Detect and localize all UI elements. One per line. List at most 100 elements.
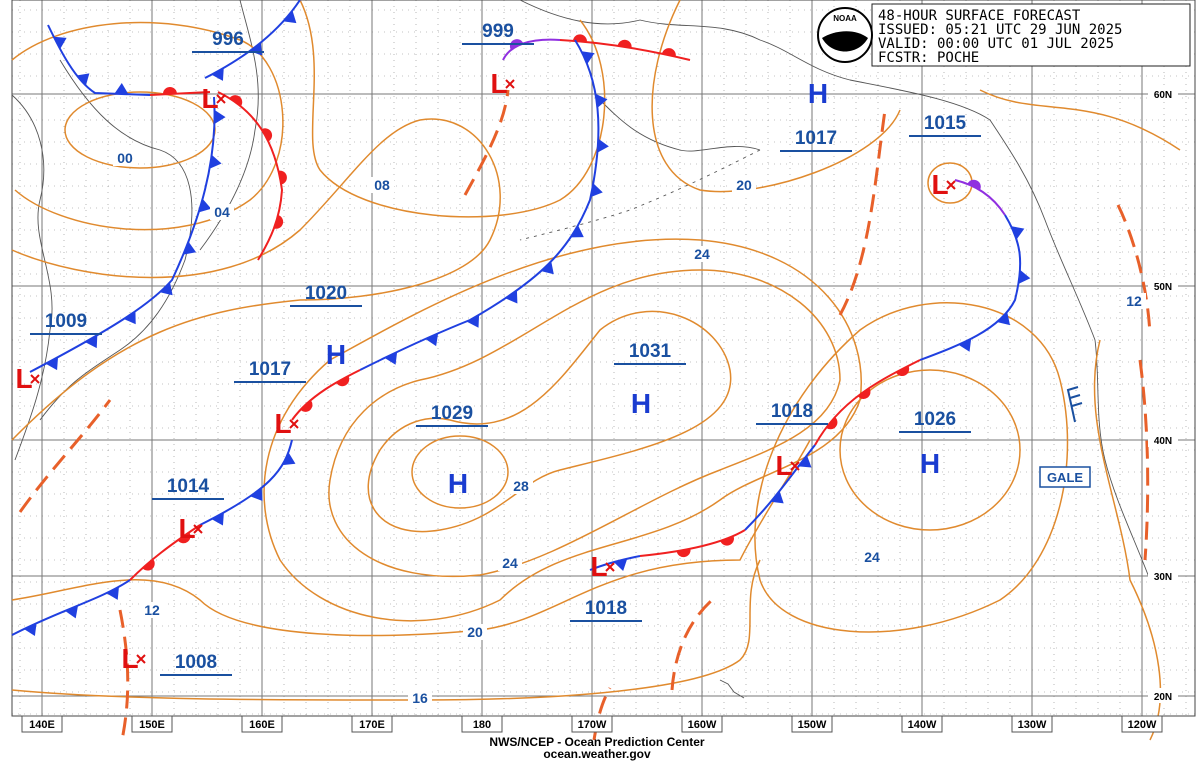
- lon-label: 170E: [359, 719, 385, 731]
- cold-front-symbol: [214, 109, 226, 124]
- isobar-label-bg: [210, 204, 234, 220]
- isobar: [11, 559, 761, 701]
- lat-label: 50N: [1154, 282, 1172, 293]
- warm-front-symbol: [676, 548, 691, 558]
- lat-label-box: [1148, 568, 1178, 583]
- pressure-systems: H H H H H L L L L L L L L L: [15, 68, 956, 674]
- cold-front-symbol: [23, 623, 37, 636]
- cold-front-symbol: [1018, 269, 1031, 284]
- warm-front: [217, 91, 284, 261]
- lon-label: 140W: [908, 719, 937, 731]
- warm-front-symbol: [720, 536, 734, 546]
- lat-label: 20N: [1154, 692, 1172, 703]
- low-center-mark: [505, 79, 515, 89]
- trough: [463, 89, 510, 196]
- isobar-label: 12: [1126, 293, 1142, 309]
- isobar-label-bg: [1122, 293, 1146, 309]
- isobar-label: 16: [412, 690, 428, 706]
- north-america-coast: [519, 0, 1151, 581]
- warm-front: [149, 91, 211, 96]
- isobar: [11, 21, 284, 231]
- pressure-label: 999: [482, 21, 514, 42]
- header-line: VALID: 00:00 UTC 01 JUL 2025: [878, 36, 1114, 52]
- grid: [11, 0, 1196, 717]
- cold-front-symbol: [505, 290, 518, 304]
- cold-front-symbol: [425, 333, 439, 347]
- header-line: FCSTR: POCHE: [878, 50, 979, 66]
- low-center: L: [121, 643, 138, 674]
- lon-label: 120W: [1128, 719, 1157, 731]
- cold-front-symbol: [590, 183, 603, 198]
- lon-label-box: [241, 715, 283, 733]
- isobar-label-bg: [408, 690, 432, 706]
- cold-front-symbol: [282, 452, 296, 466]
- lat-label-box: [1148, 278, 1178, 293]
- cold-front: [589, 555, 641, 571]
- footer-website: ocean.weather.gov: [543, 747, 651, 761]
- isobar-label: 04: [214, 204, 230, 220]
- isobar: [367, 310, 732, 533]
- cold-front: [359, 39, 600, 371]
- trough: [1138, 359, 1150, 561]
- isobar-label-bg: [463, 624, 487, 640]
- cold-front: [29, 96, 216, 373]
- isobar-label: 00: [117, 150, 133, 166]
- warm-front: [639, 529, 746, 557]
- cold-front-symbol: [570, 225, 584, 238]
- lon-label: 150W: [798, 719, 827, 731]
- pressure-label: 1009: [45, 311, 87, 332]
- lon-label-box: [461, 715, 503, 733]
- lon-label-box: [1121, 715, 1163, 733]
- cold-front-symbol: [384, 351, 398, 365]
- warm-front: [129, 524, 201, 581]
- cold-front-symbol: [198, 198, 212, 213]
- labels: 140E 150E 160E 170E 180 170W 160W 150W 140W 130W 1…: [21, 21, 1178, 733]
- warm-front-symbol: [857, 387, 871, 399]
- low-center-mark: [30, 374, 40, 384]
- cold-front-symbol: [209, 154, 222, 169]
- cold-front: [199, 439, 293, 526]
- trough: [670, 598, 714, 691]
- low-center: L: [775, 450, 792, 481]
- low-center: L: [201, 83, 218, 114]
- lon-label-box: [21, 715, 63, 733]
- low-center: L: [590, 551, 607, 582]
- lon-label-box: [901, 715, 943, 733]
- pressure-label: 996: [212, 29, 244, 50]
- cold-front-symbol: [595, 93, 608, 108]
- trough: [118, 609, 130, 741]
- isobar: [263, 238, 862, 622]
- low-center-mark: [790, 461, 800, 471]
- cold-front-symbol: [541, 261, 554, 275]
- warm-front-symbol: [261, 128, 273, 142]
- isobar-label: 20: [467, 624, 483, 640]
- lat-label-box: [1148, 86, 1178, 101]
- warm-front-symbol: [336, 375, 350, 387]
- isobar-label: 28: [513, 478, 529, 494]
- warm-front-symbol: [229, 95, 243, 107]
- cold-front-symbol: [114, 82, 129, 95]
- cold-front: [47, 24, 151, 96]
- isobar-label-bg: [860, 549, 884, 565]
- cold-front: [204, 0, 301, 79]
- isobar-label-bg: [732, 177, 756, 193]
- cold-front-symbol: [159, 282, 173, 296]
- coastlines: [11, 0, 1151, 699]
- lon-label: 170W: [578, 719, 607, 731]
- cold-front-symbol: [597, 138, 609, 153]
- isobar: [754, 302, 1069, 633]
- trough: [1116, 204, 1152, 336]
- isobar-label: 20: [736, 177, 752, 193]
- isobar-label: 08: [374, 177, 390, 193]
- warm-front-symbol: [274, 215, 284, 229]
- isobar-label-bg: [498, 555, 522, 571]
- lon-label: 160W: [688, 719, 717, 731]
- lat-label: 30N: [1154, 572, 1172, 583]
- lon-label-box: [681, 715, 723, 733]
- warm-front-symbol: [300, 400, 313, 412]
- isobar: [411, 435, 509, 509]
- lon-label: 150E: [139, 719, 165, 731]
- cold-front-symbol: [65, 605, 79, 619]
- warning-label: GALE: [1047, 470, 1083, 485]
